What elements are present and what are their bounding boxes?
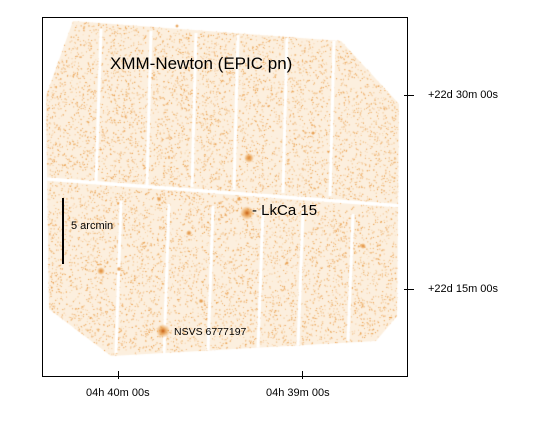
dec-tick-label-1: +22d 30m 00s	[428, 89, 499, 101]
scale-bar	[62, 198, 64, 264]
epic-pn-count-image	[43, 18, 407, 376]
scale-bar-label: 5 arcmin	[71, 220, 114, 232]
source-label-nsvs: NSVS 6777197	[174, 326, 247, 338]
dec-tick-2	[404, 289, 414, 291]
dec-tick-1	[404, 95, 414, 97]
dec-tick-label-2: +22d 15m 00s	[428, 283, 499, 295]
ra-tick-label-2: 04h 39m 00s	[266, 387, 330, 399]
ra-tick-2	[302, 371, 304, 379]
image-title: XMM-Newton (EPIC pn)	[110, 54, 293, 73]
image-frame	[42, 17, 408, 377]
target-label-lkca15: - LkCa 15	[252, 202, 318, 219]
ra-tick-1	[118, 371, 120, 379]
ra-tick-label-1: 04h 40m 00s	[86, 387, 150, 399]
